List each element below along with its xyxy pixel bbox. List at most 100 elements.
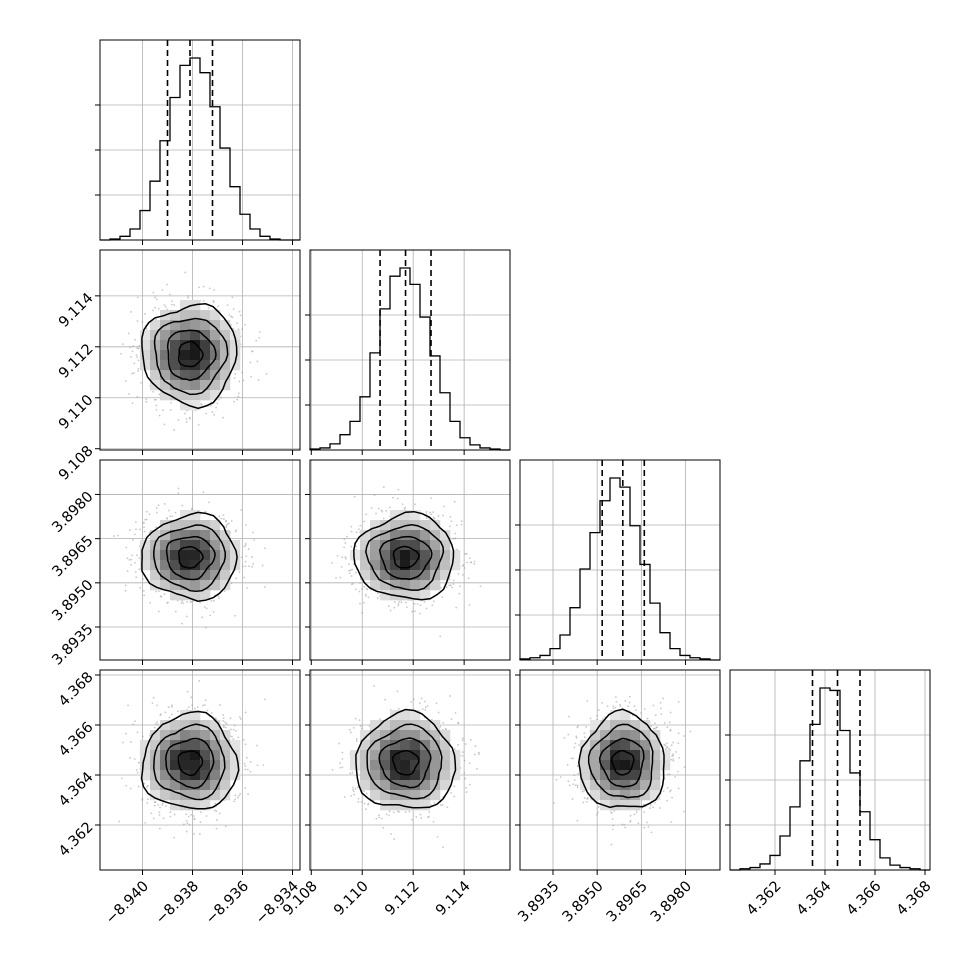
scatter-point xyxy=(631,714,634,717)
scatter-point xyxy=(683,766,686,769)
density-cell xyxy=(160,720,171,731)
scatter-point xyxy=(147,798,149,801)
density-cell xyxy=(640,790,651,801)
scatter-point xyxy=(153,804,156,807)
scatter-point xyxy=(576,784,579,787)
scatter-point xyxy=(145,510,148,513)
scatter-point xyxy=(360,801,363,803)
scatter-point xyxy=(256,360,259,363)
density-cell xyxy=(410,800,421,811)
scatter-point xyxy=(238,716,241,718)
scatter-point xyxy=(473,560,476,563)
scatter-point xyxy=(577,772,580,775)
scatter-point xyxy=(158,811,161,814)
scatter-point xyxy=(196,706,199,709)
density-cell xyxy=(360,540,371,551)
scatter-point xyxy=(346,535,348,538)
contour-level-2 xyxy=(365,524,445,591)
scatter-point xyxy=(158,393,161,396)
scatter-point xyxy=(461,574,464,576)
scatter-point xyxy=(213,413,216,416)
density-cell xyxy=(390,740,401,751)
scatter-point xyxy=(451,586,453,589)
density-cell xyxy=(180,320,191,331)
scatter-point xyxy=(222,726,225,729)
scatter-point xyxy=(191,508,193,511)
scatter-point xyxy=(177,710,179,713)
density-cell xyxy=(410,770,421,781)
density-panel-2-1 xyxy=(305,459,511,665)
scatter-point xyxy=(443,505,446,508)
contour-level-1 xyxy=(166,329,217,382)
scatter-point xyxy=(441,804,444,806)
contour-level-3 xyxy=(141,303,238,410)
density-cell xyxy=(580,760,591,771)
density-cell xyxy=(220,740,231,751)
density-cell xyxy=(190,750,201,761)
scatter-point xyxy=(135,354,138,357)
scatter-point xyxy=(238,380,241,383)
scatter-point xyxy=(231,735,233,738)
density-panel-1-0 xyxy=(95,249,301,455)
scatter-point xyxy=(463,567,466,569)
scatter-point xyxy=(235,577,238,580)
density-cell xyxy=(420,790,431,801)
density-cell xyxy=(220,750,231,761)
scatter-point xyxy=(360,588,363,590)
scatter-point xyxy=(381,817,383,820)
scatter-point xyxy=(145,327,148,330)
scatter-point xyxy=(183,412,186,415)
scatter-point xyxy=(668,773,671,776)
density-cell xyxy=(180,590,191,601)
scatter-point xyxy=(359,524,362,527)
scatter-point xyxy=(243,762,246,765)
scatter-point xyxy=(241,371,244,374)
density-cell xyxy=(190,790,201,801)
density-cell xyxy=(150,530,161,541)
density-cell xyxy=(430,540,441,551)
scatter-point xyxy=(173,429,175,431)
density-cell xyxy=(600,740,611,751)
scatter-point xyxy=(208,501,210,504)
density-cell xyxy=(160,760,171,771)
scatter-point xyxy=(230,582,233,585)
scatter-point xyxy=(652,704,655,707)
scatter-point xyxy=(158,414,161,417)
scatter-point xyxy=(142,589,145,592)
x-tick-label: 9.114 xyxy=(433,878,474,919)
scatter-point xyxy=(226,523,229,526)
density-cell xyxy=(160,730,171,741)
scatter-point xyxy=(168,716,171,719)
scatter-point xyxy=(193,818,196,821)
scatter-point xyxy=(181,600,184,602)
scatter-point xyxy=(170,401,172,404)
scatter-point xyxy=(452,537,455,540)
scatter-point xyxy=(135,528,137,531)
scatter-point xyxy=(190,696,193,699)
density-cell xyxy=(420,800,431,811)
density-cell xyxy=(600,720,611,731)
density-cell xyxy=(230,330,241,341)
scatter-point xyxy=(363,790,366,793)
scatter-point xyxy=(469,738,472,741)
scatter-point xyxy=(468,604,471,606)
scatter-point xyxy=(212,599,215,602)
histogram-panel-2 xyxy=(515,459,721,665)
density-cell xyxy=(590,780,601,791)
scatter-point xyxy=(649,804,652,806)
scatter-point xyxy=(652,806,654,809)
scatter-point xyxy=(169,409,172,411)
scatter-point xyxy=(217,595,220,598)
scatter-point xyxy=(376,597,379,600)
y-tick-label: 9.112 xyxy=(56,341,97,382)
scatter-point xyxy=(169,293,171,296)
scatter-point xyxy=(423,601,426,603)
scatter-point xyxy=(601,701,603,704)
scatter-point xyxy=(440,804,442,806)
scatter-point xyxy=(249,760,252,763)
scatter-point xyxy=(239,718,242,720)
scatter-point xyxy=(378,816,381,819)
scatter-point xyxy=(458,592,461,595)
scatter-point xyxy=(597,709,600,711)
density-cell xyxy=(590,720,601,731)
